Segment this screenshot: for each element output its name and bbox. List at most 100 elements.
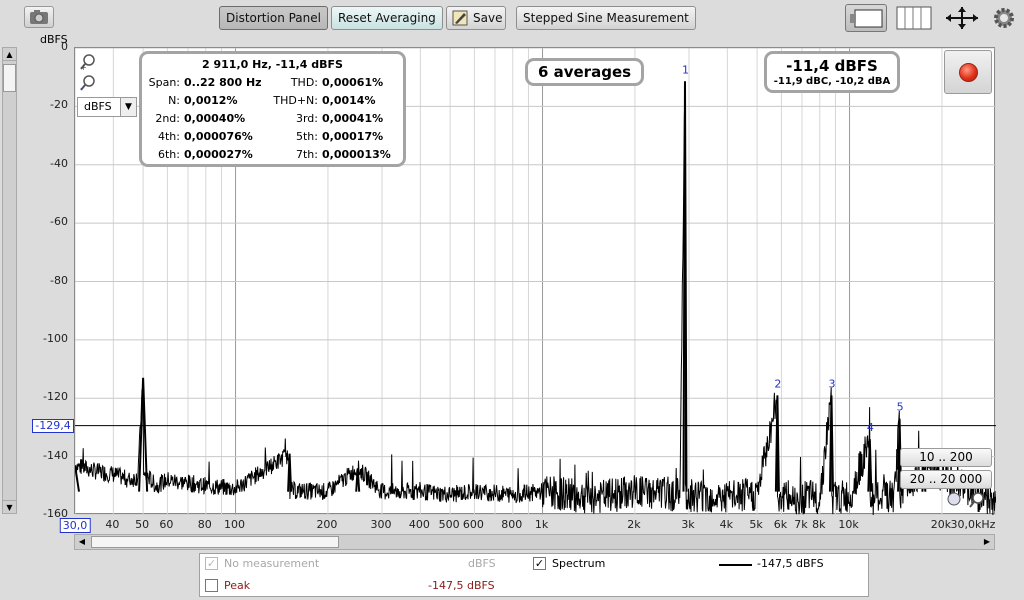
h3-label: 3rd: [295,112,318,125]
unit-select[interactable]: dBFS ▼ [77,97,137,117]
zoom-out-vertical-button[interactable]: - [79,74,97,95]
h4-value: 0,000076% [184,130,253,143]
distortion-panel-button[interactable]: Distortion Panel [219,6,328,30]
x-tick-label: 100 [224,518,246,531]
spectrum-peak [682,81,688,492]
window-icon [850,9,883,28]
level-readout: -11,4 dBFS -11,9 dBC, -10,2 dBA [764,51,900,93]
spectrum-plot[interactable]: 1234567 + - dBFS ▼ [74,47,996,515]
y-tick-label: -120 [43,390,68,404]
x-tick-label: 50 [135,518,150,531]
vertical-scrollbar[interactable]: ▲ ▼ [2,47,17,514]
x-tick-label: 400 [408,518,430,531]
scroll-left-icon[interactable]: ◀ [78,537,86,546]
thdn-value: 0,0014% [322,94,376,107]
x-tick-label: 7k [794,518,808,531]
x-tick-label: 2k [627,518,641,531]
h7-label: 7th: [296,148,318,161]
scroll-right-icon[interactable]: ▶ [983,537,991,546]
x-tick-label: 3k [681,518,695,531]
y-tick-label: -160 [43,507,68,520]
zoom-horizontal-button[interactable] [968,491,986,512]
x-tick-label: 4k [719,518,734,531]
save-icon [452,10,468,26]
unit-select-value: dBFS [84,100,112,113]
peak-checkbox[interactable] [205,579,218,592]
record-button[interactable] [944,50,992,94]
grid-toggle-button[interactable] [896,6,932,30]
harmonic-label-3: 3 [828,377,835,390]
n-value: 0,0012% [184,94,238,107]
span-value: 0..22 800 Hz [184,76,262,89]
y-tick-label: -140 [43,448,68,462]
range-10-200-button[interactable]: 10 .. 200 [900,448,992,467]
horizontal-scrollbar[interactable]: ◀ ▶ [74,534,995,550]
y-tick-label: -80 [50,273,68,287]
thd-label: THD: [290,76,318,89]
spectrum-peak [867,439,873,492]
x-tick-label: 6k [773,518,788,531]
camera-button[interactable] [24,6,54,28]
x-tick-label: 60 [159,518,174,531]
y-tick-label: -20 [50,98,68,112]
x-tick-label: 10k [838,518,859,531]
h2-label: 2nd: [155,112,180,125]
x-tick-label: 200 [316,518,338,531]
harmonic-label-1: 1 [682,63,689,76]
save-label: Save [473,11,503,25]
svg-text:-: - [80,84,83,92]
x-tick-label: 300 [370,518,392,531]
thdn-label: THD+N: [273,94,318,107]
h7-value: 0,000013% [322,148,391,161]
camera-icon [30,10,48,24]
x-tick-label: 600 [462,518,484,531]
legend-panel: ✓ No measurement dBFS ✓ Spectrum -147,5 … [199,553,869,597]
spectrum-chart: 1234567 [75,48,996,515]
scroll-up-icon[interactable]: ▲ [3,48,16,61]
chevron-down-icon: ▼ [120,98,136,116]
spectrum-peak [138,377,149,492]
settings-button[interactable] [991,6,1017,30]
span-label: Span: [148,76,180,89]
zoom-in-vertical-button[interactable]: + [79,53,97,74]
save-button[interactable]: Save [446,6,506,30]
spectrum-label: Spectrum [552,557,606,570]
stepped-sine-button[interactable]: Stepped Sine Measurement [516,6,696,30]
y-tick-label: 0 [61,40,68,53]
h2-value: 0,00040% [184,112,246,125]
distortion-info-panel: 2 911,0 Hz, -11,4 dBFS Span: 0..22 800 H… [139,51,406,167]
zoom-in-icon: + [80,54,95,72]
no-measurement-checkbox[interactable]: ✓ [205,557,218,570]
x-tick-label: 800 [501,518,523,531]
grid-icon [896,6,932,30]
horizontal-scroll-thumb[interactable] [91,536,339,548]
level-weighted: -11,9 dBC, -10,2 dBA [773,76,891,87]
fit-view-button[interactable] [944,6,980,30]
range-20-20000-button[interactable]: 20 .. 20 000 [900,470,992,489]
spectrum-checkbox[interactable]: ✓ [533,557,546,570]
h5-value: 0,00017% [322,130,384,143]
magnifier-icon [969,492,984,508]
zoom-reset-icon [947,492,961,506]
x-tick-label: 80 [197,518,212,531]
spectrum-peak [774,395,780,492]
h6-value: 0,000027% [184,148,253,161]
svg-text:+: + [80,63,87,71]
averages-badge: 6 averages [525,58,644,86]
x-tick-label: 5k [749,518,763,531]
cursor-level-label[interactable]: -129,4 [32,419,74,433]
y-tick-label: -100 [43,331,68,345]
x-tick-label: 30,0 [59,518,91,533]
x-tick-label: 8k [812,518,826,531]
zoom-reset-button[interactable] [946,491,962,510]
y-tick-label: -60 [50,215,68,229]
harmonic-label-5: 5 [897,401,904,414]
reset-averaging-button[interactable]: Reset Averaging [331,6,443,30]
layout-toggle-button[interactable] [845,4,887,32]
scroll-down-icon[interactable]: ▼ [3,500,16,513]
spectrum-peak [287,453,293,492]
move-arrows-icon [946,7,978,29]
spectrum-line-swatch [719,564,752,566]
vertical-scroll-thumb[interactable] [3,64,16,92]
harmonic-label-4: 4 [867,421,874,434]
